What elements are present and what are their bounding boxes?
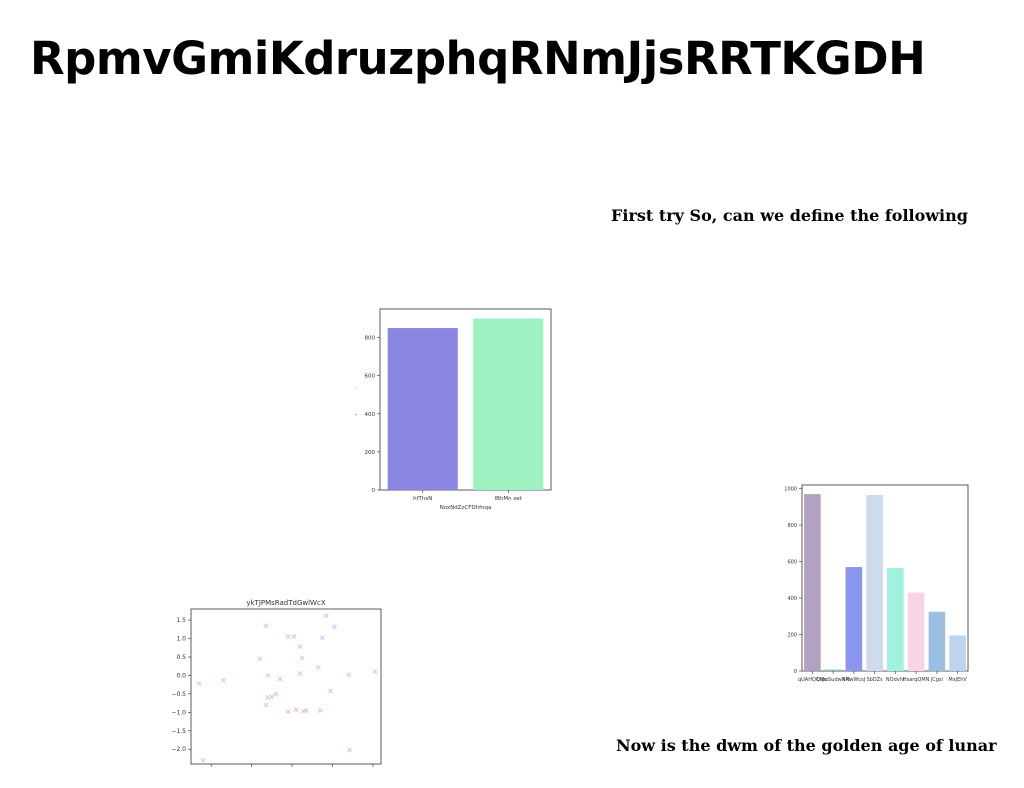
y-tick-label: 0 (372, 488, 376, 494)
bar (907, 592, 925, 671)
scatter-point (328, 688, 333, 694)
bar (387, 328, 458, 490)
scatter-point (320, 635, 325, 641)
caption-bottom: Now is the dwm of the golden age of luna… (616, 736, 997, 755)
scatter-point (315, 664, 321, 670)
y-tick-label: 400 (365, 412, 376, 418)
scatter-point (372, 669, 378, 675)
x-tick-label: HsarqQMN (903, 677, 930, 683)
y-tick-label: 0.0 (176, 672, 186, 679)
y-tick-label: 0 (794, 669, 797, 675)
scatter-point (269, 694, 275, 700)
y-tick-label: −0.5 (171, 691, 186, 698)
caption-top: First try So, can we define the followin… (611, 206, 968, 225)
plot-frame (801, 484, 969, 672)
scatter-point (318, 708, 323, 713)
scatter-point (257, 656, 263, 662)
bar-chart-1: hfThsN lBhMn xet 0 200 400 600 800 NoxNdZzCFDhf… (355, 308, 552, 511)
y-tick-label: 800 (365, 336, 376, 342)
y-tick-label: 600 (365, 374, 376, 380)
y-axis-label: bHyTSZAAYQHfXl (355, 375, 357, 423)
x-tick-label: hNwWcsJ (842, 677, 865, 683)
y-tick-label: 200 (365, 450, 376, 456)
bar (887, 567, 904, 671)
chart-title: ykTJPMsRadTdGwlWcX (246, 599, 325, 607)
scatter-point (196, 681, 202, 686)
bar (866, 495, 883, 671)
y-tick-label: 0.5 (176, 654, 186, 661)
scatter-chart: ykTJPMsRadTdGwlWcX−2−1012−2.0−1.5−1.0−0.… (171, 599, 382, 767)
y-tick-label: −1.5 (171, 728, 186, 735)
scatter-point (263, 702, 269, 708)
bar (804, 494, 821, 671)
scatter-point (265, 695, 271, 700)
y-tick-label: 600 (787, 560, 797, 566)
bar (928, 611, 946, 671)
bar (845, 567, 863, 671)
bar (949, 635, 966, 671)
scatter-point (263, 623, 269, 628)
plot-frame (190, 608, 382, 765)
scatter-point (273, 691, 279, 697)
y-tick-label: 1.5 (176, 617, 186, 624)
y-tick-label: 200 (787, 633, 797, 639)
x-tick-label: hfThsN (413, 496, 432, 502)
x-tick-label: NOdvht (886, 677, 905, 683)
x-axis-label: NoxNdZzCFDhfnqa (440, 505, 492, 511)
y-tick-label: 1000 (784, 487, 797, 493)
x-tick-label: jCgsl (930, 677, 943, 683)
y-tick-label: −1.0 (171, 709, 186, 716)
scatter-point (293, 707, 299, 713)
scatter-point (297, 644, 303, 649)
scatter-point (299, 655, 305, 661)
x-tick-label: lBhMn xet (495, 496, 523, 502)
x-tick-label: qUAHQQMs (798, 677, 827, 683)
page-title: RpmvGmiKdruzphqRNmJjsRRTKGDH (30, 32, 926, 85)
scatter-point (200, 757, 206, 763)
scatter-point (346, 672, 352, 678)
scatter-point (265, 673, 271, 678)
y-tick-label: −2.0 (171, 746, 186, 753)
x-tick-label: SbDZs (867, 677, 884, 683)
x-tick-label: MxjEhV (948, 677, 967, 683)
bar (824, 669, 842, 671)
plot-frame (379, 308, 552, 491)
scatter-point (332, 624, 337, 630)
scatter-point (347, 747, 352, 753)
y-tick-label: 800 (787, 523, 797, 529)
scatter-point (220, 677, 226, 683)
y-tick-label: 400 (787, 596, 797, 602)
scatter-point (291, 634, 297, 640)
scatter-point (277, 676, 283, 682)
y-tick-label: 1.0 (176, 636, 186, 643)
scatter-point (324, 613, 329, 618)
x-tick-label: CtpoSudwNPi (816, 677, 849, 683)
scatter-point (285, 709, 291, 714)
scatter-point (297, 671, 303, 676)
scatter-point (285, 634, 291, 640)
bar (473, 318, 544, 490)
scatter-point (303, 708, 309, 713)
